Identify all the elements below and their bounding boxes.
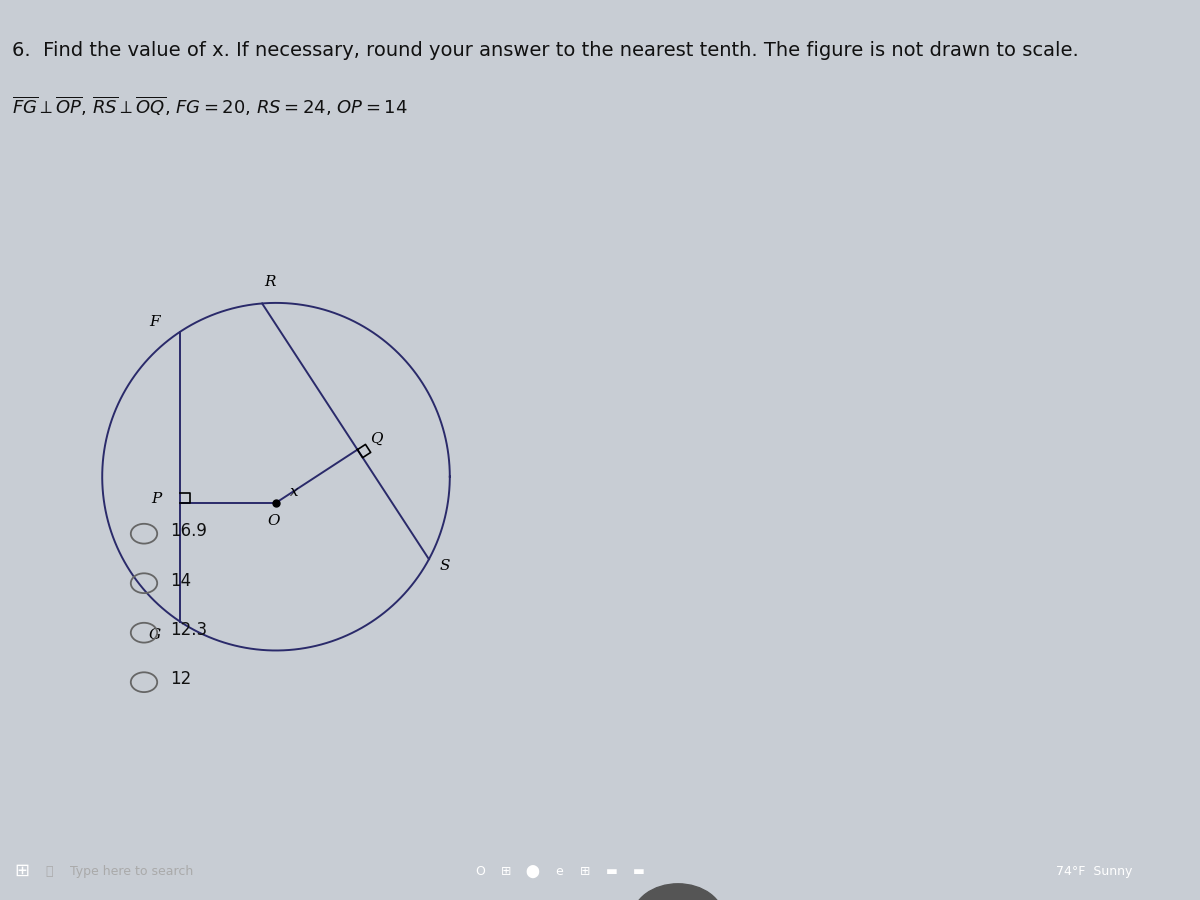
Text: ⊞: ⊞ bbox=[502, 865, 511, 878]
Text: R: R bbox=[264, 275, 275, 289]
Text: Type here to search: Type here to search bbox=[70, 865, 193, 878]
Text: 12.3: 12.3 bbox=[170, 621, 208, 639]
Text: $\overline{FG} \perp \overline{OP}$, $\overline{RS} \perp \overline{OQ}$, $FG = : $\overline{FG} \perp \overline{OP}$, $\o… bbox=[12, 94, 408, 118]
Text: G: G bbox=[149, 628, 161, 643]
Text: x: x bbox=[290, 485, 299, 499]
Text: 6.  Find the value of x. If necessary, round your answer to the nearest tenth. T: 6. Find the value of x. If necessary, ro… bbox=[12, 40, 1079, 59]
Text: Q: Q bbox=[370, 432, 382, 446]
Text: ⊞: ⊞ bbox=[581, 865, 590, 878]
Text: e: e bbox=[556, 865, 563, 878]
Text: 14: 14 bbox=[170, 572, 192, 590]
Text: 12: 12 bbox=[170, 670, 192, 688]
Text: F: F bbox=[149, 315, 160, 329]
Text: ⬤: ⬤ bbox=[526, 865, 540, 878]
Text: O: O bbox=[475, 865, 485, 878]
Text: 74°F  Sunny: 74°F Sunny bbox=[1056, 865, 1133, 878]
Text: 16.9: 16.9 bbox=[170, 522, 208, 540]
Text: ▬: ▬ bbox=[632, 865, 644, 878]
Text: ▬: ▬ bbox=[606, 865, 618, 878]
Text: ⊞: ⊞ bbox=[14, 862, 30, 880]
Text: O: O bbox=[268, 515, 280, 528]
Text: 🔍: 🔍 bbox=[46, 865, 53, 878]
Text: S: S bbox=[439, 559, 450, 572]
Text: P: P bbox=[151, 491, 161, 506]
